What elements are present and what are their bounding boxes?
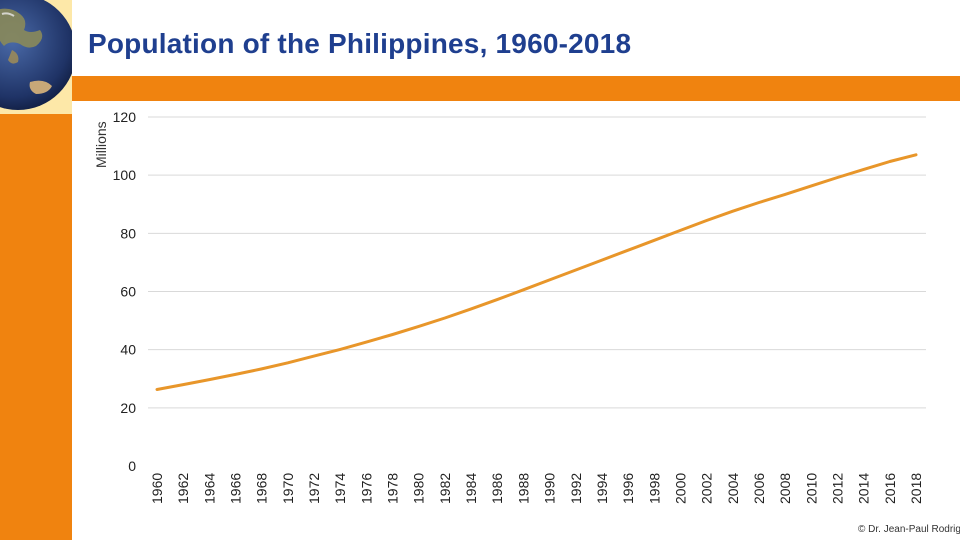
x-tick-label: 1992 xyxy=(568,473,584,504)
y-tick-label: 60 xyxy=(120,284,136,300)
gridlines xyxy=(148,116,926,409)
x-tick-label: 1996 xyxy=(620,473,636,504)
x-tick-label: 1988 xyxy=(515,473,531,504)
x-tick-label: 1986 xyxy=(489,473,505,504)
x-tick-label: 1982 xyxy=(437,473,453,504)
x-tick-label: 1974 xyxy=(332,473,348,504)
x-tick-label: 2014 xyxy=(856,473,872,504)
x-tick-label: 1980 xyxy=(411,473,427,504)
globe-logo xyxy=(0,0,72,114)
x-tick-label: 2000 xyxy=(672,473,688,504)
x-tick-label: 2012 xyxy=(829,473,845,504)
y-tick-label: 120 xyxy=(113,109,137,125)
x-tick-label: 2010 xyxy=(803,473,819,504)
x-tick-label: 2006 xyxy=(751,473,767,504)
page-title: Population of the Philippines, 1960-2018 xyxy=(88,28,632,59)
x-tick-label: 1978 xyxy=(385,473,401,504)
x-tick-label: 2018 xyxy=(908,473,924,504)
x-tick-label: 2004 xyxy=(725,473,741,504)
y-axis-label: Millions xyxy=(93,121,109,168)
y-tick-label: 20 xyxy=(120,400,136,416)
x-tick-label: 1972 xyxy=(306,473,322,504)
globe-icon xyxy=(0,0,72,110)
x-tick-label: 1966 xyxy=(228,473,244,504)
x-tick-label: 1976 xyxy=(358,473,374,504)
x-tick-label: 1962 xyxy=(175,473,191,504)
x-tick-label: 1968 xyxy=(254,473,270,504)
y-axis-ticks: 0 20 40 60 80 100 120 xyxy=(113,109,137,474)
x-tick-label: 2008 xyxy=(777,473,793,504)
y-tick-label: 0 xyxy=(128,458,136,474)
x-tick-label: 1984 xyxy=(463,473,479,504)
y-tick-label: 80 xyxy=(120,225,136,241)
x-tick-label: 1960 xyxy=(149,473,165,504)
copyright-note: © Dr. Jean-Paul Rodrig xyxy=(858,524,960,535)
x-axis-ticks: 1960 1962 1964 1966 1968 1970 1972 1974 1976 1978… xyxy=(149,473,924,504)
x-tick-label: 1964 xyxy=(201,473,217,504)
title-underline-bar xyxy=(72,76,960,101)
data-points xyxy=(156,154,917,390)
series-line-population xyxy=(155,153,918,391)
y-tick-label: 100 xyxy=(113,167,137,183)
x-tick-label: 1994 xyxy=(594,473,610,504)
x-tick-label: 1990 xyxy=(542,473,558,504)
x-tick-label: 2002 xyxy=(699,473,715,504)
x-tick-label: 1998 xyxy=(646,473,662,504)
y-tick-label: 40 xyxy=(120,342,136,358)
x-tick-label: 1970 xyxy=(280,473,296,504)
x-tick-label: 2016 xyxy=(882,473,898,504)
